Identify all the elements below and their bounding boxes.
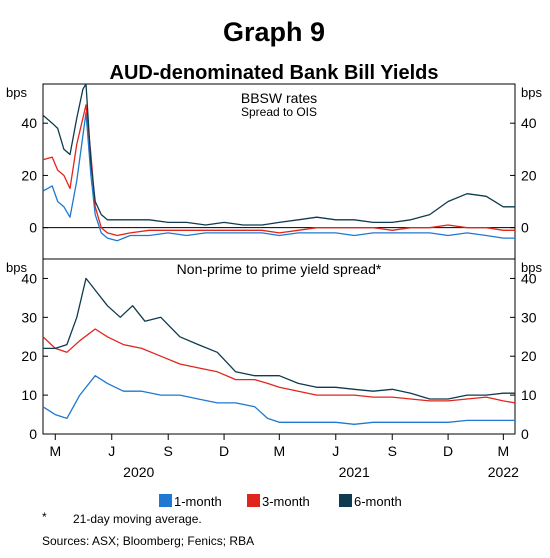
x-axis: M J S D M J S D M 2020 2021 2022 — [49, 434, 519, 480]
year-label: 2020 — [123, 464, 154, 480]
y-tick-label-left: 20 — [21, 167, 37, 183]
panel-1-title: BBSW rates — [241, 90, 317, 106]
x-tick-label: S — [164, 443, 173, 459]
year-label: 2021 — [339, 464, 370, 480]
y-tick-label-left: 40 — [21, 115, 37, 131]
series-line-6-month — [43, 277, 515, 400]
panel-1-y-ticks: 0 0 20 20 40 40 — [21, 115, 536, 235]
y-tick-label-left: 10 — [21, 387, 37, 403]
x-tick-label: J — [108, 443, 115, 459]
bottom-left-unit-label: bps — [6, 260, 27, 275]
year-label: 2022 — [488, 464, 519, 480]
top-left-unit-label: bps — [6, 85, 27, 100]
x-tick-label: D — [219, 443, 229, 459]
series-line-3-month — [42, 328, 516, 404]
y-tick-label-left: 0 — [29, 426, 37, 442]
y-tick-label-right: 40 — [521, 270, 537, 286]
legend-label-3-month: 3-month — [262, 494, 310, 509]
y-tick-label-left: 40 — [21, 270, 37, 286]
bottom-right-unit-label: bps — [521, 260, 542, 275]
panel-1-series — [42, 83, 515, 242]
x-tick-label: J — [332, 443, 339, 459]
legend-swatch-6-month — [339, 494, 352, 507]
y-tick-label-left: 0 — [29, 220, 37, 236]
y-tick-label-left: 20 — [21, 348, 37, 364]
x-tick-label: M — [273, 443, 285, 459]
chart-title: AUD-denominated Bank Bill Yields — [110, 62, 439, 84]
y-tick-label-right: 0 — [521, 426, 529, 442]
panel-2-series — [42, 277, 516, 425]
panel-2-y-ticks: 0 0 10 10 20 20 30 30 40 40 — [21, 270, 536, 442]
legend: 1-month 3-month 6-month — [159, 494, 402, 509]
graph-label: Graph 9 — [223, 17, 325, 47]
x-tick-label: M — [498, 443, 510, 459]
y-tick-label-right: 40 — [521, 115, 537, 131]
footnote-text: 21-day moving average. — [73, 512, 202, 526]
y-tick-label-right: 10 — [521, 387, 537, 403]
legend-label-1-month: 1-month — [174, 494, 222, 509]
series-line-6-month — [42, 83, 515, 226]
series-line-3-month — [42, 104, 515, 237]
legend-swatch-1-month — [159, 494, 172, 507]
panel-1-subtitle: Spread to OIS — [241, 105, 317, 119]
series-line-1-month — [42, 375, 515, 425]
x-tick-label: D — [443, 443, 453, 459]
y-tick-label-right: 0 — [521, 220, 529, 236]
y-tick-label-right: 30 — [521, 309, 537, 325]
x-tick-label: S — [388, 443, 397, 459]
x-tick-label: M — [49, 443, 61, 459]
y-tick-label-right: 20 — [521, 167, 537, 183]
footnote-symbol: * — [42, 510, 47, 524]
series-line-1-month — [42, 112, 515, 242]
sources-note: Sources: ASX; Bloomberg; Fenics; RBA — [42, 534, 254, 548]
top-right-unit-label: bps — [521, 85, 542, 100]
y-tick-label-left: 30 — [21, 309, 37, 325]
panel-2-title: Non-prime to prime yield spread* — [177, 261, 382, 277]
y-tick-label-right: 20 — [521, 348, 537, 364]
legend-swatch-3-month — [247, 494, 260, 507]
legend-label-6-month: 6-month — [354, 494, 402, 509]
